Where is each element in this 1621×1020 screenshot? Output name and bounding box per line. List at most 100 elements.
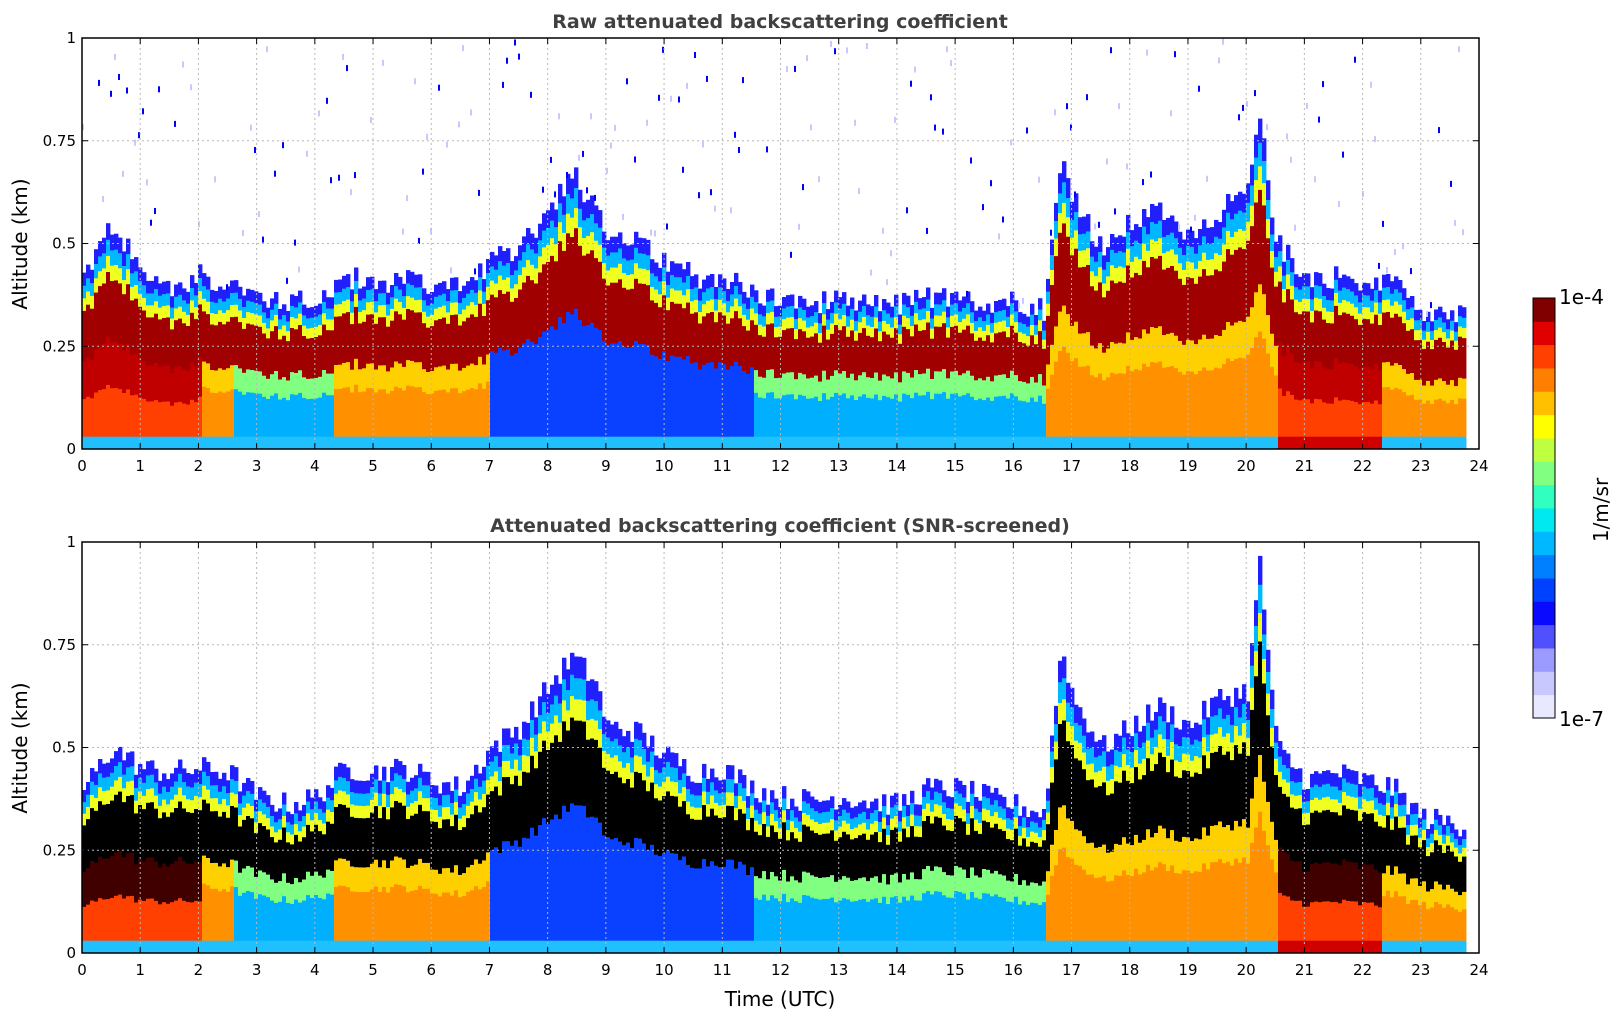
heatmap-cell <box>718 274 723 288</box>
noise-speckle <box>682 166 684 173</box>
heatmap-cell <box>918 298 923 310</box>
heatmap-cell <box>242 317 247 329</box>
heatmap-cell <box>1178 340 1183 357</box>
heatmap-cell <box>1114 252 1119 268</box>
heatmap-cell <box>158 283 163 296</box>
heatmap-cell <box>1094 246 1099 262</box>
heatmap-cell <box>186 314 191 326</box>
heatmap-cell <box>478 396 483 410</box>
heatmap-cell <box>414 312 419 325</box>
heatmap-cell <box>1078 283 1083 301</box>
heatmap-cell <box>1334 279 1339 293</box>
heatmap-cell <box>1354 318 1359 331</box>
heatmap-cell <box>558 316 563 336</box>
heatmap-cell <box>1274 360 1279 376</box>
heatmap-cell <box>1122 358 1127 374</box>
heatmap-cell <box>926 333 931 346</box>
heatmap-cell <box>126 268 131 285</box>
heatmap-surface-cell <box>662 436 667 449</box>
heatmap-cell <box>610 282 615 298</box>
heatmap-cell <box>86 264 91 279</box>
heatmap-cell <box>902 292 907 305</box>
heatmap-cell <box>970 343 975 355</box>
heatmap-cell <box>498 362 503 377</box>
heatmap-cell <box>898 391 903 402</box>
heatmap-cell <box>354 319 359 333</box>
heatmap-cell <box>338 279 343 293</box>
heatmap-cell <box>106 352 111 369</box>
heatmap-cell <box>762 377 767 388</box>
heatmap-cell <box>250 358 255 370</box>
heatmap-cell <box>162 377 167 390</box>
heatmap-cell <box>1286 390 1291 406</box>
heatmap-cell <box>218 344 223 357</box>
heatmap-surface-cell <box>1362 436 1367 449</box>
heatmap-cell <box>1250 327 1255 348</box>
heatmap-cell <box>518 332 523 348</box>
noise-speckle <box>1094 223 1096 230</box>
heatmap-cell <box>802 309 807 321</box>
heatmap-cell <box>930 388 935 400</box>
heatmap-cell <box>1242 412 1247 432</box>
heatmap-cell <box>910 377 915 388</box>
heatmap-cell <box>930 408 935 420</box>
heatmap-cell <box>350 312 355 325</box>
heatmap-cell <box>966 325 971 337</box>
noise-speckle <box>698 192 700 199</box>
heatmap-cell <box>386 370 391 383</box>
heatmap-cell <box>278 409 283 420</box>
heatmap-cell <box>1350 363 1355 377</box>
heatmap-surface-cell <box>1182 436 1187 449</box>
heatmap-cell <box>842 336 847 349</box>
heatmap-cell <box>126 388 131 405</box>
heatmap-cell <box>650 299 655 314</box>
heatmap-cell <box>1070 413 1075 432</box>
heatmap-cell <box>1270 333 1275 351</box>
heatmap-cell <box>566 311 571 332</box>
heatmap-cell <box>362 344 367 357</box>
heatmap-cell <box>810 305 815 317</box>
noise-speckle <box>882 227 884 234</box>
heatmap-cell <box>998 395 1003 407</box>
heatmap-cell <box>762 397 767 409</box>
heatmap-cell <box>122 279 127 295</box>
heatmap-cell <box>454 338 459 352</box>
heatmap-cell <box>1234 340 1239 359</box>
heatmap-cell <box>354 371 359 385</box>
heatmap-surface-cell <box>294 436 299 449</box>
heatmap-cell <box>1306 423 1311 437</box>
heatmap-cell <box>950 337 955 350</box>
heatmap-cell <box>146 340 151 354</box>
heatmap-cell <box>238 414 243 427</box>
heatmap-cell <box>930 318 935 329</box>
heatmap-cell <box>1142 414 1147 433</box>
heatmap-cell <box>434 366 439 379</box>
heatmap-cell <box>654 262 659 277</box>
heatmap-cell <box>694 399 699 413</box>
heatmap-cell <box>722 327 727 340</box>
heatmap-cell <box>910 315 915 326</box>
heatmap-cell <box>598 329 603 348</box>
heatmap-cell <box>822 358 827 371</box>
heatmap-cell <box>622 346 627 362</box>
heatmap-cell <box>1162 252 1167 270</box>
heatmap-cell <box>830 312 835 324</box>
heatmap-cell <box>190 337 195 351</box>
heatmap-cell <box>306 428 311 440</box>
heatmap-cell <box>1362 413 1367 426</box>
heatmap-cell <box>742 325 747 338</box>
heatmap-cell <box>778 387 783 399</box>
heatmap-cell <box>1194 358 1199 375</box>
heatmap-cell <box>750 355 755 368</box>
heatmap-cell <box>574 268 579 289</box>
heatmap-cell <box>706 337 711 351</box>
heatmap-cell <box>106 255 111 272</box>
heatmap-cell <box>1354 377 1359 391</box>
heatmap-cell <box>1118 311 1123 328</box>
heatmap-cell <box>1150 396 1155 415</box>
heatmap-cell <box>1358 403 1363 416</box>
heatmap-cell <box>398 412 403 425</box>
heatmap-cell <box>966 381 971 394</box>
heatmap-cell <box>90 385 95 399</box>
heatmap-cell <box>730 282 735 295</box>
